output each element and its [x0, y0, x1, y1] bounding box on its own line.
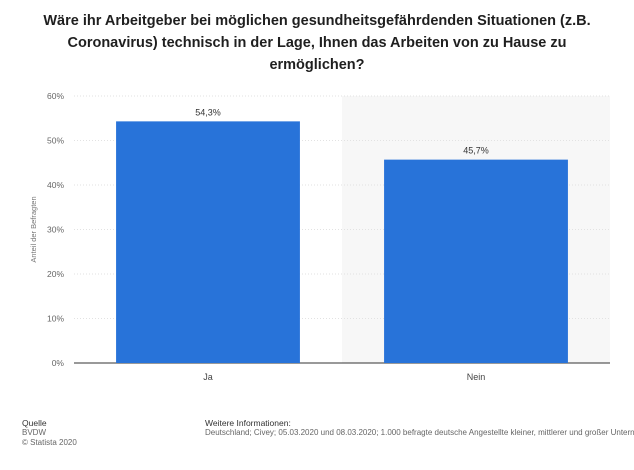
source-heading: Quelle — [22, 418, 47, 428]
y-tick-label: 60% — [47, 91, 64, 101]
info-text: Deutschland; Civey; 05.03.2020 und 08.03… — [205, 428, 634, 437]
x-tick-label: Nein — [467, 372, 486, 382]
data-label: 54,3% — [195, 107, 221, 117]
y-tick-label: 50% — [47, 136, 64, 146]
source-block: Quelle BVDW © Statista 2020 — [22, 418, 77, 448]
x-tick-label: Ja — [203, 372, 213, 382]
y-axis-label: Anteil der Befragten — [29, 196, 38, 262]
data-label: 45,7% — [463, 146, 489, 156]
source-line-publisher: BVDW — [22, 428, 46, 437]
source-line-copyright: © Statista 2020 — [22, 438, 77, 447]
y-tick-label: 30% — [47, 225, 64, 235]
y-tick-label: 40% — [47, 180, 64, 190]
bar-ja — [116, 121, 300, 364]
chart-title: Wäre ihr Arbeitgeber bei möglichen gesun… — [43, 13, 591, 73]
info-heading: Weitere Informationen: — [205, 418, 291, 428]
info-block: Weitere Informationen: Deutschland; Cive… — [205, 418, 634, 438]
bar-nein — [384, 159, 568, 363]
y-tick-label: 0% — [52, 358, 65, 368]
bar-chart: 0% 10% 20% 30% 40% 50% 60% Anteil der Befragten… — [29, 91, 610, 382]
y-tick-label: 10% — [47, 314, 64, 324]
y-tick-label: 20% — [47, 269, 64, 279]
